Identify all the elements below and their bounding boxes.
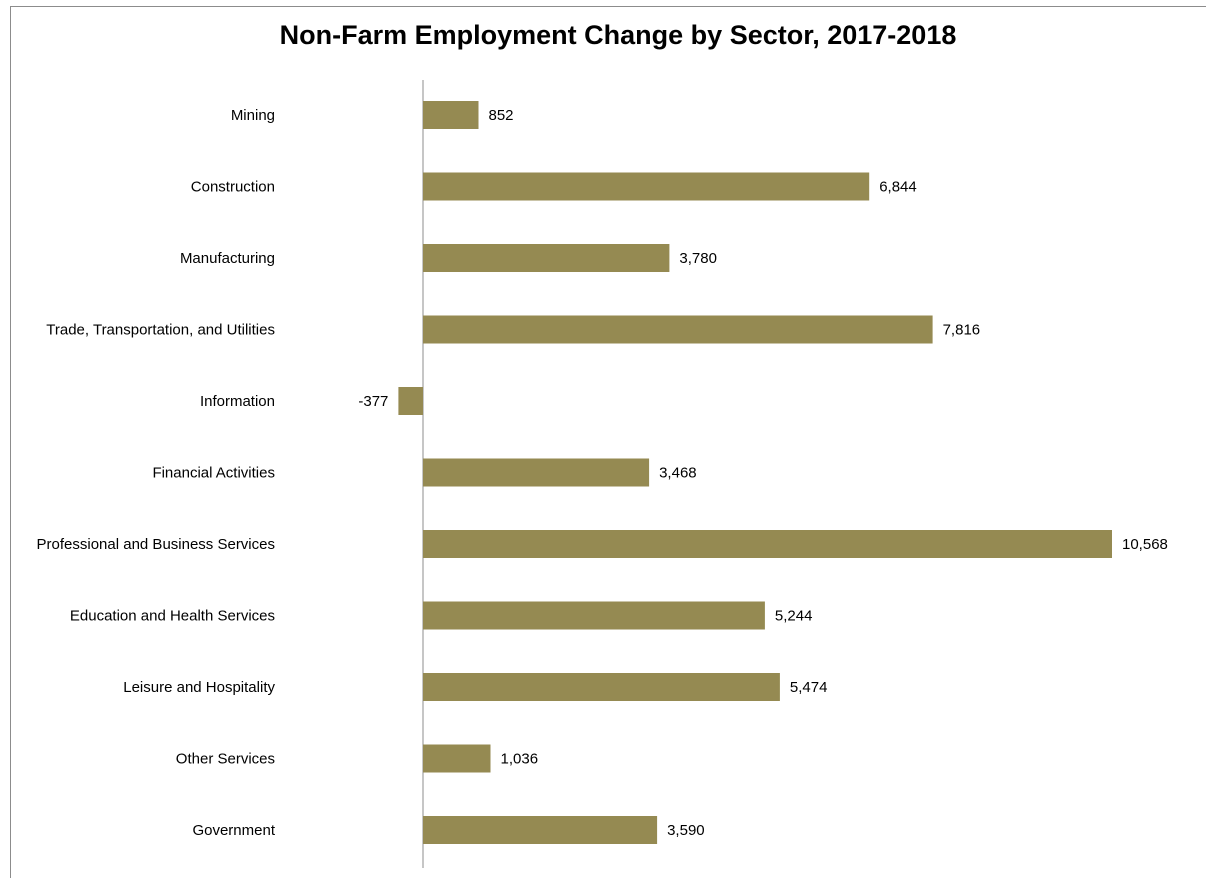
category-label: Information [200, 393, 275, 410]
category-label: Professional and Business Services [37, 536, 275, 553]
data-label: 3,780 [679, 250, 717, 267]
category-label: Financial Activities [152, 465, 275, 482]
data-label: 3,590 [667, 822, 705, 839]
data-label: 7,816 [943, 322, 981, 339]
data-label: 3,468 [659, 465, 697, 482]
bar [398, 387, 423, 415]
bar [423, 816, 658, 844]
data-label: 10,568 [1122, 536, 1168, 553]
bar [423, 673, 780, 701]
bar [423, 172, 870, 201]
data-label: 852 [489, 107, 514, 124]
category-label: Trade, Transportation, and Utilities [46, 322, 275, 339]
bar [423, 244, 670, 272]
category-label: Other Services [176, 751, 275, 768]
chart-frame [10, 6, 1206, 878]
category-label: Construction [191, 179, 275, 196]
category-label: Government [192, 822, 275, 839]
data-label: 5,474 [790, 679, 828, 696]
category-label: Mining [231, 107, 275, 124]
data-label: 6,844 [879, 179, 917, 196]
data-label: 5,244 [775, 608, 813, 625]
data-label: 1,036 [501, 751, 539, 768]
category-label: Manufacturing [180, 250, 275, 267]
bar [423, 101, 479, 129]
category-label: Education and Health Services [70, 608, 275, 625]
chart-title: Non-Farm Employment Change by Sector, 20… [279, 20, 957, 50]
bar [423, 601, 765, 630]
bar [423, 315, 933, 344]
bar [423, 530, 1112, 558]
bar [423, 458, 650, 487]
bar [423, 744, 491, 773]
data-label: -377 [358, 393, 388, 410]
category-label: Leisure and Hospitality [123, 679, 275, 696]
